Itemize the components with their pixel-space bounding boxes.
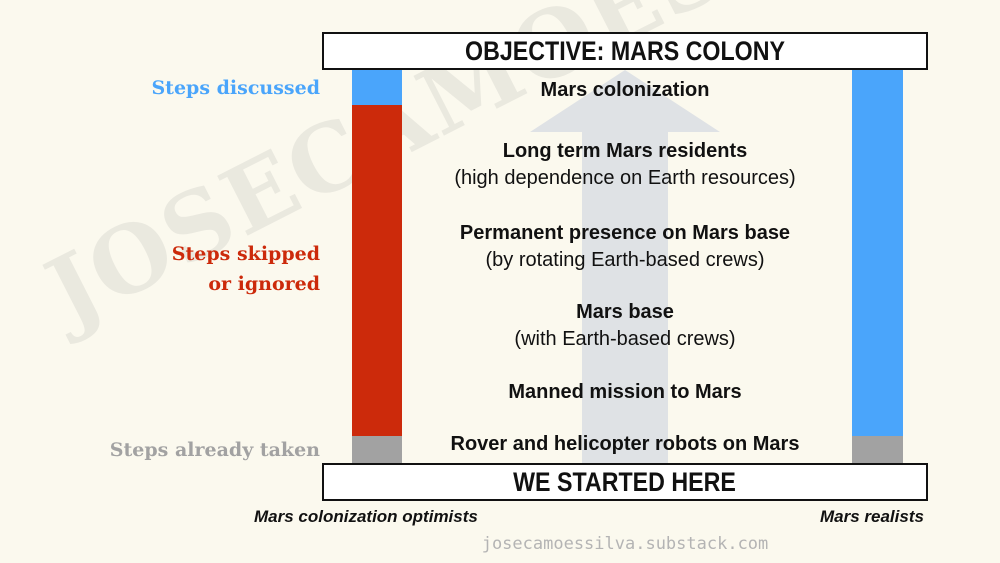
step-manned-mission: Manned mission to Mars — [405, 379, 845, 406]
step-title: Rover and helicopter robots on Mars — [450, 433, 800, 455]
step-rover-robots: Rover and helicopter robots on Mars — [405, 431, 845, 458]
step-title: Mars base — [576, 301, 674, 323]
credit-url: josecamoessilva.substack.com — [481, 534, 769, 554]
step-subtitle: (with Earth-based crews) — [514, 328, 736, 350]
legend-steps-skipped: Steps skipped or ignored — [172, 239, 320, 299]
start-label: WE STARTED HERE — [513, 466, 737, 497]
step-title: Manned mission to Mars — [508, 381, 742, 403]
column-label-optimists: Mars colonization optimists — [254, 507, 478, 526]
step-mars-colonization: Mars colonization — [405, 77, 845, 104]
step-subtitle: (high dependence on Earth resources) — [454, 167, 796, 189]
objective-box: OBJECTIVE: MARS COLONY — [322, 32, 928, 70]
legend-steps-skipped-line1: Steps skipped — [171, 243, 320, 265]
legend-steps-taken: Steps already taken — [109, 439, 320, 461]
step-mars-base: Mars base (with Earth-based crews) — [405, 299, 845, 353]
legend-steps-skipped-line2: or ignored — [208, 273, 320, 295]
step-title: Long term Mars residents — [502, 140, 748, 162]
objective-label: OBJECTIVE: MARS COLONY — [465, 35, 785, 66]
start-box: WE STARTED HERE — [322, 463, 928, 501]
legend-steps-discussed: Steps discussed — [151, 77, 320, 99]
optimists-skipped-segment — [352, 105, 402, 436]
step-permanent-presence: Permanent presence on Mars base (by rota… — [405, 220, 845, 274]
step-subtitle: (by rotating Earth-based crews) — [485, 249, 765, 271]
column-label-realists: Mars realists — [820, 507, 924, 526]
step-long-term-residents: Long term Mars residents (high dependenc… — [405, 138, 845, 192]
optimists-discussed-segment — [352, 70, 402, 105]
optimists-taken-segment — [352, 436, 402, 463]
progress-arrow — [530, 70, 720, 465]
step-title: Permanent presence on Mars base — [459, 222, 791, 244]
realists-discussed-segment — [852, 70, 903, 436]
step-title: Mars colonization — [540, 79, 710, 101]
realists-taken-segment — [852, 436, 903, 463]
